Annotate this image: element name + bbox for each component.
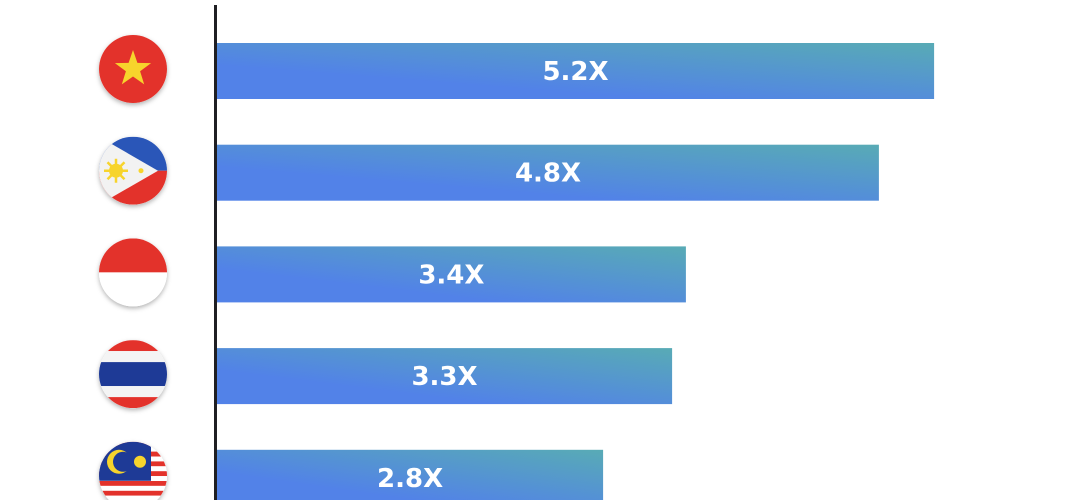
bar-philippines [217,144,879,201]
vietnam-flag-icon [99,35,167,103]
bar-value-label: 3.4X [418,260,484,290]
bar-value-label: 3.3X [411,362,477,392]
thailand-flag-icon [99,340,167,409]
bar-value-label: 2.8X [377,464,443,494]
indonesia-flag-icon [99,238,167,307]
bar-thailand [217,348,673,405]
malaysia-flag-icon [99,441,167,500]
bar-value-label: 4.8X [515,159,581,189]
bar-vietnam [217,43,935,99]
bar-malaysia [217,449,604,500]
philippines-flag-icon [99,136,167,205]
bar-value-label: 5.2X [542,57,608,87]
bar-indonesia [217,246,686,303]
